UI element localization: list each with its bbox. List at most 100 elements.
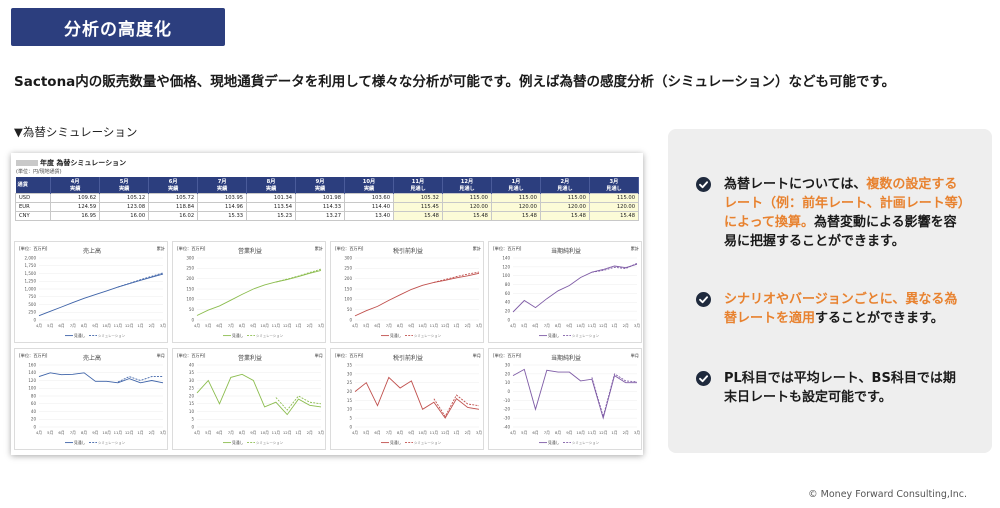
y-tick-label: 150: [344, 286, 352, 291]
series-line-simulation: [433, 271, 480, 283]
month-header: 10月: [344, 177, 394, 185]
rate-cell[interactable]: 115.00: [490, 192, 541, 203]
line-chart: [単位：百万円] 税引前利益 累計 0 50 100 150 200 250 300 4月 5月 6月 7…: [335, 245, 482, 338]
legend-label-simulation: シミュレーション: [414, 441, 442, 445]
chart-unit-label: [単位：百万円]: [19, 352, 48, 359]
x-tick-label: 8月: [555, 430, 561, 435]
y-tick-label: 100: [344, 297, 352, 302]
x-tick-label: 12月: [441, 323, 450, 328]
body-text: PL科目では平均レート、BS科目では期末日レートも設定可能です。: [724, 371, 956, 405]
x-tick-label: 9月: [250, 323, 256, 328]
rate-cell[interactable]: 115.00: [539, 192, 590, 203]
y-tick-label: 1,500: [25, 271, 37, 276]
series-line-actual: [512, 368, 637, 420]
legend-label-actual: 見通し: [232, 333, 244, 338]
month-header: 4月: [50, 177, 101, 185]
y-tick-label: 20: [347, 389, 353, 394]
y-tick-label: 30: [505, 362, 511, 367]
y-tick-label: 5: [349, 416, 352, 421]
table-corner: 通貨: [15, 177, 52, 193]
x-tick-label: 2月: [465, 430, 471, 435]
blurred-year: [16, 160, 38, 166]
x-tick-label: 2月: [623, 430, 629, 435]
y-tick-label: 750: [28, 294, 36, 299]
legend-label-actual: 見通し: [390, 440, 402, 445]
page-title: 分析の高度化: [11, 8, 225, 46]
chart-panel: [単位：百万円] 売上高 累計 0 250 500 750 1,000 1,250 1,500 1,…: [14, 241, 168, 343]
y-tick-label: 10: [189, 409, 195, 414]
simulation-screenshot: 年度 為替シミュレーション (単位：円/現地通貨) 通貨 4月 5月 6月 7月 8月 9月…: [11, 153, 643, 455]
x-tick-label: 6月: [532, 430, 538, 435]
x-tick-label: 11月: [272, 323, 281, 328]
x-tick-label: 9月: [92, 323, 98, 328]
legend-label-actual: 見通し: [548, 440, 560, 445]
rate-cell[interactable]: 105.32: [393, 192, 443, 203]
x-tick-label: 9月: [408, 430, 414, 435]
x-tick-label: 10月: [418, 323, 427, 328]
x-tick-label: 8月: [239, 430, 245, 435]
series-line-actual: [512, 263, 638, 313]
kind-header: 実績: [344, 185, 394, 193]
rate-cell[interactable]: 115.00: [441, 192, 492, 203]
rate-cell[interactable]: 120.00: [441, 201, 492, 212]
x-tick-label: 4月: [36, 323, 42, 328]
legend-label-simulation: シミュレーション: [256, 441, 284, 445]
x-tick-label: 12月: [599, 430, 608, 435]
x-tick-label: 7月: [70, 430, 76, 435]
rate-cell[interactable]: 15.48: [588, 210, 640, 221]
y-tick-label: -20: [503, 407, 510, 412]
rate-cell: 13.27: [295, 210, 346, 221]
x-tick-label: 9月: [250, 430, 256, 435]
chart-unit-label: [単位：百万円]: [493, 352, 522, 359]
x-tick-label: 11月: [272, 430, 281, 435]
rate-cell[interactable]: 15.48: [441, 210, 492, 221]
y-tick-label: 80: [31, 393, 37, 398]
x-tick-label: 3月: [318, 323, 324, 328]
rate-cell: 101.98: [295, 192, 346, 203]
rate-cell[interactable]: 15.48: [393, 210, 443, 221]
chart-title: 売上高: [83, 354, 101, 362]
kind-header: 実績: [197, 185, 248, 193]
kind-header: 実績: [295, 185, 346, 193]
kind-header: 実績: [148, 185, 199, 193]
y-tick-label: 0: [507, 389, 510, 394]
legend-label-actual: 見通し: [74, 333, 86, 338]
rate-cell[interactable]: 120.00: [490, 201, 541, 212]
x-tick-label: 6月: [216, 430, 222, 435]
x-tick-label: 4月: [194, 323, 200, 328]
table-row: CNY 16.95 16.00 16.02 15.33 15.23 13.27 13.40 15…: [14, 210, 640, 221]
rate-cell[interactable]: 115.00: [588, 192, 640, 203]
x-tick-label: 5月: [205, 430, 211, 435]
rate-cell[interactable]: 15.48: [539, 210, 590, 221]
y-tick-label: 60: [31, 401, 37, 406]
rate-cell[interactable]: 120.00: [588, 201, 640, 212]
rate-cell: 123.08: [99, 201, 150, 212]
rate-cell[interactable]: 115.45: [393, 201, 443, 212]
x-tick-label: 3月: [634, 430, 640, 435]
simulation-unit: (単位：円/現地通貨): [16, 169, 62, 175]
x-tick-label: 9月: [566, 430, 572, 435]
currency-cell: EUR: [14, 201, 52, 212]
rate-cell: 105.12: [99, 192, 150, 203]
copyright: © Money Forward Consulting,Inc.: [808, 489, 967, 500]
rate-cell: 16.95: [50, 210, 101, 221]
series-line-simulation: [117, 376, 163, 383]
x-tick-label: 2月: [149, 323, 155, 328]
rate-cell: 16.02: [148, 210, 199, 221]
y-tick-label: 0: [33, 424, 36, 429]
legend-label-actual: 見通し: [74, 440, 86, 445]
y-tick-label: 35: [189, 370, 195, 375]
x-tick-label: 5月: [363, 430, 369, 435]
rate-cell[interactable]: 15.48: [490, 210, 541, 221]
lead-text: Sactona内の販売数量や価格、現地通貨データを利用して様々な分析が可能です。…: [14, 74, 896, 90]
chart-panel: [単位：百万円] 営業利益 単月 0 5 10 15 20 25 30 35 40 4月 5月 6月 7月 8月…: [172, 348, 326, 450]
x-tick-label: 3月: [160, 430, 166, 435]
chart-panel: [単位：百万円] 当期純利益 累計 0 20 40 60 80 100 120 140 4月 5月 6月 7…: [488, 241, 642, 343]
series-line-simulation: [591, 262, 638, 273]
line-chart: [単位：百万円] 営業利益 累計 0 50 100 150 200 250 300 4月 5月 6月 7月…: [177, 245, 324, 338]
month-header: 7月: [197, 177, 248, 185]
highlight-text: 複数の設定するレート（例：前年レート、計画レート等）によって換算。: [724, 177, 965, 230]
y-tick-label: -10: [503, 398, 510, 403]
rate-cell[interactable]: 120.00: [539, 201, 590, 212]
